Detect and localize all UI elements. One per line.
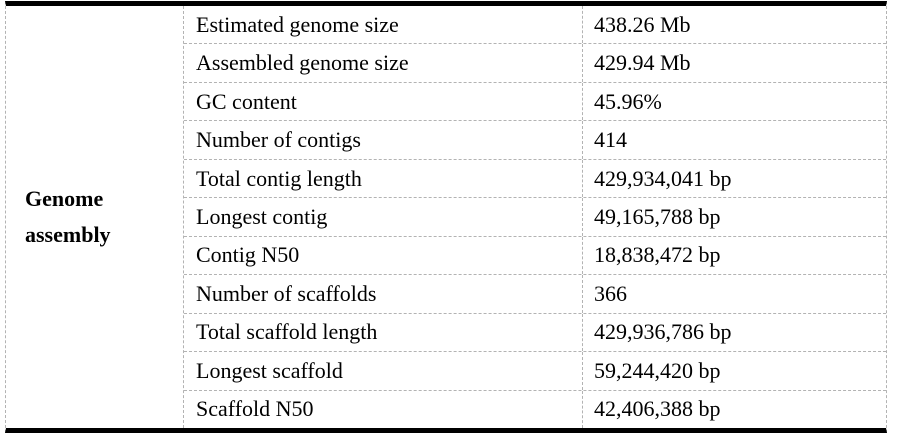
genome-assembly-table: Genome assembly Estimated genome size 43… (5, 1, 887, 433)
stat-label: Total scaffold length (184, 313, 583, 352)
stat-label: Number of scaffolds (184, 275, 583, 313)
table-rows: Estimated genome size 438.26 Mb Assemble… (184, 6, 886, 428)
table-row: Longest scaffold 59,244,420 bp (184, 352, 886, 391)
table-row: Number of contigs 414 (184, 121, 886, 160)
table-row: Scaffold N50 42,406,388 bp (184, 390, 886, 428)
stat-value: 414 (594, 127, 627, 153)
stat-value: 49,165,788 bp (594, 203, 721, 229)
stat-label: Number of contigs (184, 121, 583, 159)
stat-value: 45.96% (594, 88, 662, 114)
table-row: Total contig length 429,934,041 bp (184, 159, 886, 199)
stat-value: 429,936,786 bp (594, 319, 732, 345)
table-row: Estimated genome size 438.26 Mb (184, 6, 886, 45)
stat-value: 59,244,420 bp (594, 357, 721, 383)
table-row: Total scaffold length 429,936,786 bp (184, 313, 886, 353)
stat-label: Longest contig (184, 198, 583, 236)
stat-value: 438.26 Mb (594, 11, 691, 37)
stat-label: Scaffold N50 (184, 390, 583, 428)
table-row: Contig N50 18,838,472 bp (184, 236, 886, 276)
row-header-genome-assembly: Genome assembly (6, 6, 184, 428)
stat-label: Contig N50 (184, 236, 583, 275)
stat-label: Estimated genome size (184, 6, 583, 44)
stat-value: 429,934,041 bp (594, 165, 732, 191)
table-row: Longest contig 49,165,788 bp (184, 198, 886, 237)
stat-value: 429.94 Mb (594, 50, 691, 76)
stat-value: 18,838,472 bp (594, 242, 721, 268)
table-row: GC content 45.96% (184, 82, 886, 122)
stat-label: Total contig length (184, 159, 583, 198)
stat-value: 366 (594, 280, 627, 306)
stat-label: Longest scaffold (184, 352, 583, 390)
stat-label: GC content (184, 82, 583, 121)
stat-label: Assembled genome size (184, 44, 583, 82)
table-row: Number of scaffolds 366 (184, 275, 886, 314)
stat-value: 42,406,388 bp (594, 396, 721, 422)
table-row: Assembled genome size 429.94 Mb (184, 44, 886, 83)
